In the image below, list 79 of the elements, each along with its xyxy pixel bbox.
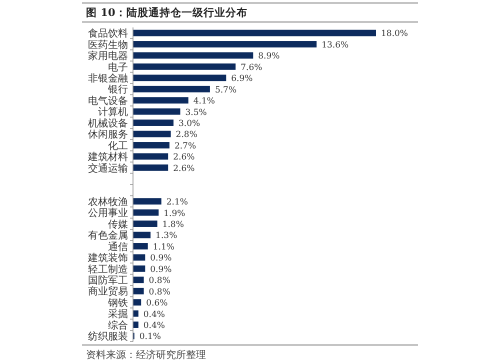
- data-label: 2.7%: [174, 141, 196, 152]
- data-label: 13.6%: [322, 40, 349, 50]
- bar: [133, 276, 144, 284]
- data-label: 3.0%: [178, 118, 200, 129]
- data-label: 1.3%: [156, 231, 178, 242]
- y-tick-label: 计算机: [98, 106, 128, 118]
- bar: [133, 310, 138, 317]
- y-tick-label: 电气设备: [88, 94, 128, 107]
- bar: [133, 254, 146, 261]
- data-label: 4.1%: [193, 96, 215, 107]
- y-tick-label: 公用事业: [88, 207, 128, 220]
- y-tick-label: 纺织服装: [88, 330, 128, 343]
- y-tick-label: 家用电器: [88, 50, 128, 62]
- data-label: 6.9%: [231, 74, 253, 84]
- y-tick-label: 钢铁: [107, 296, 128, 309]
- data-label: 2.1%: [166, 198, 188, 208]
- data-label: 18.0%: [381, 29, 408, 40]
- y-tick-label: 机械设备: [88, 117, 128, 130]
- y-tick-label: 食品饮料: [88, 28, 128, 40]
- data-label: 5.7%: [214, 85, 237, 96]
- data-label: 8.9%: [258, 52, 280, 62]
- y-tick-label: 综合: [108, 319, 128, 332]
- data-label: 0.9%: [150, 264, 172, 275]
- data-label: 3.5%: [185, 108, 207, 118]
- bar: [133, 108, 180, 115]
- y-tick-label: 轻工制造: [88, 263, 128, 276]
- data-label: 0.9%: [150, 254, 172, 264]
- bar: [133, 164, 168, 171]
- y-tick-label: 建筑装饰: [87, 252, 128, 264]
- bar: [133, 265, 146, 272]
- data-label: 0.8%: [148, 287, 170, 298]
- y-tick-label: 传媒: [108, 219, 128, 230]
- y-tick-label: 商业贸易: [88, 286, 128, 298]
- y-tick-label: 通信: [108, 240, 128, 253]
- bar: [133, 288, 144, 294]
- bar: [133, 52, 254, 59]
- bar: [133, 198, 162, 205]
- title: 图 10：陆股通持仓一级行业分布: [86, 7, 248, 19]
- bar: [133, 322, 138, 328]
- bar: [133, 97, 188, 104]
- y-tick-label: 交通运输: [88, 162, 128, 174]
- y-tick-label: 建筑材料: [87, 151, 128, 164]
- bar: [133, 232, 151, 238]
- bar: [133, 63, 236, 70]
- data-label: 2.6%: [173, 152, 195, 163]
- y-tick-label: 休闲服务: [88, 128, 128, 141]
- bar: [133, 299, 142, 306]
- bar: [133, 142, 170, 148]
- y-tick-label: 医药生物: [88, 38, 128, 51]
- data-label: 7.6%: [240, 62, 262, 73]
- y-tick-label: 银行: [107, 84, 128, 96]
- y-tick-label: 国防军工: [88, 274, 128, 286]
- data-label: 1.8%: [162, 220, 184, 230]
- data-label: 2.6%: [173, 164, 195, 174]
- data-label: 2.8%: [176, 130, 198, 140]
- bar: [133, 243, 148, 250]
- data-label: 0.4%: [143, 310, 166, 320]
- data-label: 0.1%: [139, 332, 161, 342]
- bar: [133, 220, 158, 227]
- bar: [133, 153, 168, 160]
- bar: [133, 130, 171, 138]
- y-tick-label: 化工: [108, 140, 128, 152]
- data-label: 0.4%: [143, 320, 166, 331]
- bar: [133, 30, 376, 36]
- data-label: 0.6%: [146, 298, 168, 309]
- bar: [133, 120, 174, 126]
- data-label: 0.8%: [148, 276, 170, 286]
- y-tick-label: 有色金属: [88, 230, 128, 242]
- bar: [133, 209, 159, 216]
- text: 资料来源：经济研究所整理: [86, 349, 206, 361]
- y-tick-label: 电子: [108, 61, 128, 74]
- bar: [133, 74, 226, 82]
- data-label: 1.1%: [152, 242, 174, 252]
- y-tick-label: 非银金融: [88, 72, 128, 84]
- bar: [133, 41, 317, 48]
- data-label: 1.9%: [164, 208, 186, 219]
- bar: [133, 86, 210, 92]
- y-tick-label: 采掘: [108, 308, 128, 320]
- y-tick-label: 农林牧渔: [88, 196, 128, 208]
